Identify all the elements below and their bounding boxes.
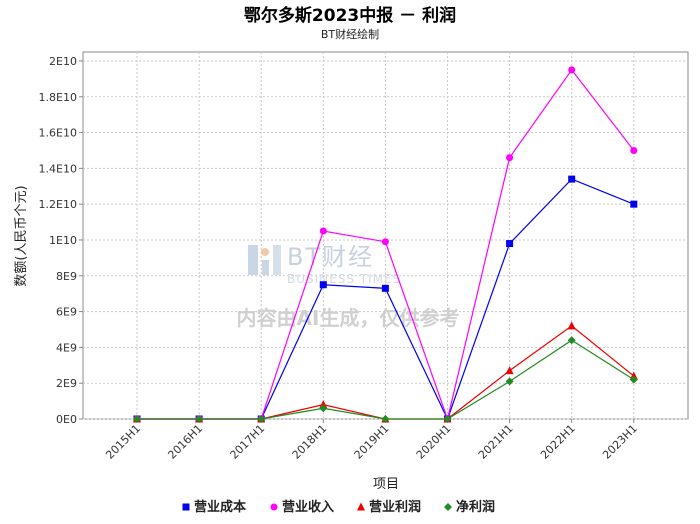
plot-area [82, 51, 689, 420]
data-point [381, 415, 390, 423]
y-tick-label: 1.8E10 [39, 91, 77, 104]
y-axis: 0E0 2E9 4E9 6E9 8E9 1E10 1.2E10 1.4E10 1.6E10 1.8… [39, 55, 83, 426]
data-point [567, 336, 576, 345]
chart-title: 鄂尔多斯2023中报 － 利润 [244, 5, 456, 26]
x-axis: 2015H1 2016H1 2017H1 2018H1 2019H1 2020H1 2021… [103, 419, 640, 462]
legend-item: 营业利润 [357, 499, 421, 515]
data-point [319, 281, 327, 289]
data-point [630, 200, 638, 208]
y-tick-label: 4E9 [56, 341, 77, 354]
x-tick-label: 2022H1 [538, 422, 578, 462]
x-tick-label: 2023H1 [600, 422, 640, 462]
x-axis-label: 项目 [373, 477, 399, 492]
data-point [568, 66, 576, 74]
y-tick-label: 6E9 [56, 306, 77, 319]
y-tick-label: 1.2E10 [39, 198, 77, 211]
legend-marker [357, 502, 365, 511]
legend-label: 营业成本 [194, 499, 246, 515]
data-point [133, 415, 141, 423]
data-point [568, 175, 576, 183]
y-tick-label: 1.4E10 [39, 162, 77, 175]
watermark-brand-sub: BUSINESS TIMES [287, 272, 401, 286]
data-point [381, 238, 389, 246]
grid-lines [83, 52, 688, 420]
data-point [257, 415, 266, 423]
watermark-logo-icon [248, 245, 281, 275]
x-tick-label: 2015H1 [103, 422, 143, 462]
watermark-brand: BT财经 [287, 243, 374, 271]
y-tick-label: 8E9 [56, 270, 77, 283]
legend-label: 营业收入 [282, 499, 334, 515]
series-group [133, 66, 638, 423]
y-tick-label: 2E9 [56, 377, 77, 390]
data-point [567, 321, 576, 330]
data-point [195, 415, 204, 423]
x-tick-label: 2018H1 [290, 422, 330, 462]
data-point [319, 404, 328, 413]
data-point [319, 227, 327, 235]
legend-marker [182, 503, 190, 511]
legend-marker [444, 503, 452, 511]
data-point [505, 366, 514, 375]
data-point [629, 375, 638, 384]
data-point [629, 371, 638, 380]
y-axis-label: 数额(人民币个元) [14, 185, 29, 286]
x-tick-label: 2016H1 [165, 422, 205, 462]
legend: 营业成本 营业收入 营业利润 净利润 [182, 499, 495, 515]
chart-subtitle: BT财经绘制 [321, 27, 379, 41]
legend-label: 营业利润 [369, 499, 421, 515]
y-tick-label: 2E10 [49, 55, 77, 68]
legend-item: 营业收入 [270, 499, 334, 515]
y-tick-label: 1.6E10 [39, 127, 77, 140]
x-tick-label: 2021H1 [476, 422, 516, 462]
data-point [506, 240, 514, 248]
x-tick-label: 2020H1 [414, 422, 454, 462]
data-point [630, 146, 638, 154]
x-tick-label: 2019H1 [352, 422, 392, 462]
data-point [505, 377, 514, 386]
legend-marker [270, 503, 278, 511]
data-point [443, 415, 452, 423]
y-tick-label: 1E10 [49, 234, 77, 247]
series-3 [133, 336, 638, 423]
legend-label: 净利润 [456, 499, 495, 515]
data-point [506, 154, 514, 162]
legend-item: 净利润 [444, 499, 495, 515]
legend-item: 营业成本 [182, 499, 246, 515]
watermark: BT财经 BUSINESS TIMES 内容由AI生成，仅供参考 [237, 243, 460, 330]
data-point [319, 400, 328, 409]
data-point [381, 284, 389, 292]
watermark-ai-notice: 内容由AI生成，仅供参考 [237, 306, 460, 330]
x-tick-label: 2017H1 [228, 422, 268, 462]
y-tick-label: 0E0 [56, 413, 77, 426]
